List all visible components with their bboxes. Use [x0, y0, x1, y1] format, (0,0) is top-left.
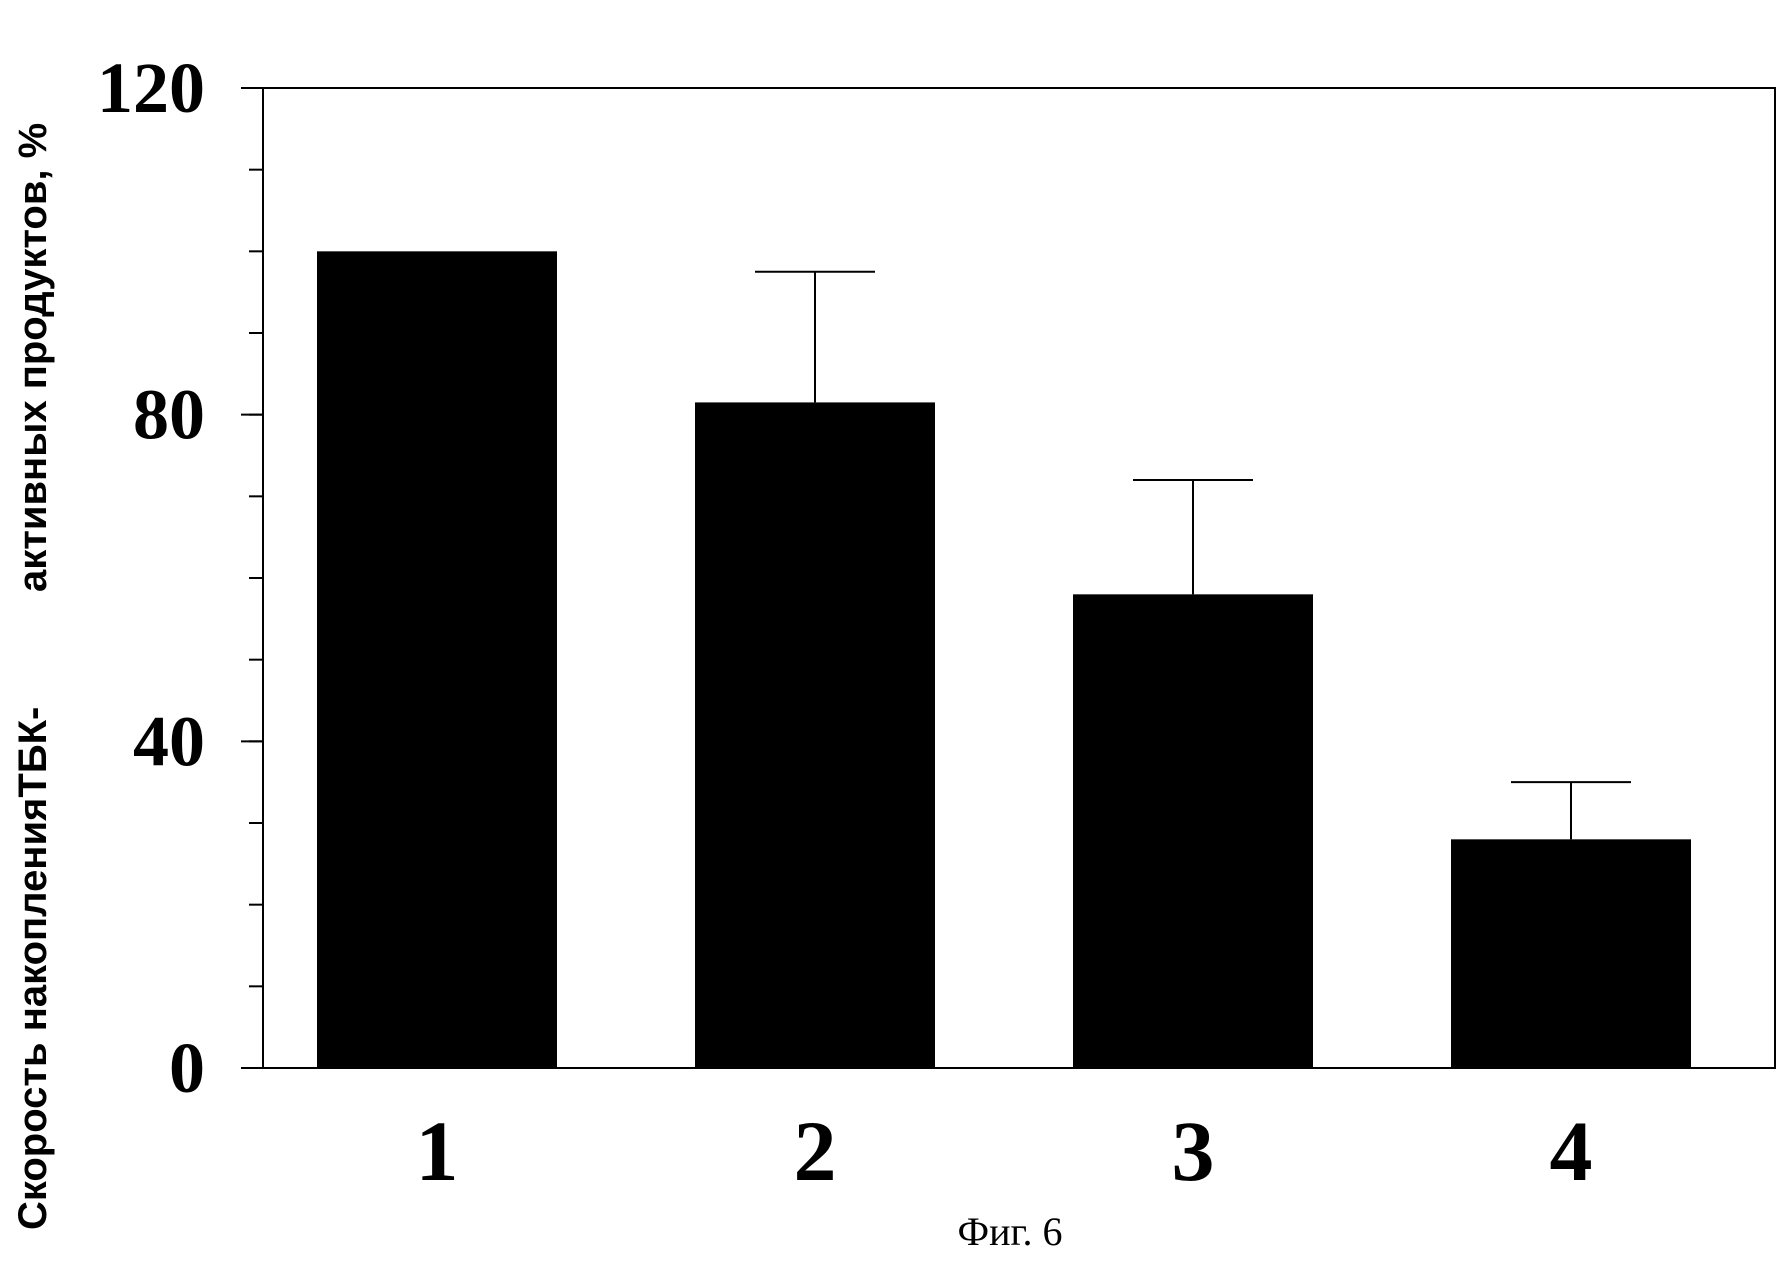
bar [695, 402, 935, 1068]
x-category-label: 3 [1172, 1103, 1215, 1199]
x-category-label: 1 [416, 1103, 459, 1199]
y-tick-label: 120 [97, 48, 205, 128]
bar [1451, 839, 1691, 1068]
bar [1073, 594, 1313, 1068]
figure-caption: Фиг. 6 [958, 1209, 1063, 1254]
y-tick-label: 40 [133, 701, 205, 781]
x-category-label: 4 [1550, 1103, 1593, 1199]
y-axis-label-part1: Скорость накопленияТБК- [11, 707, 55, 1230]
x-category-label: 2 [794, 1103, 837, 1199]
y-tick-label: 80 [133, 375, 205, 455]
y-tick-label: 0 [169, 1028, 205, 1108]
bar [317, 251, 557, 1068]
y-axis-label-part2: активных продуктов, % [11, 123, 55, 592]
